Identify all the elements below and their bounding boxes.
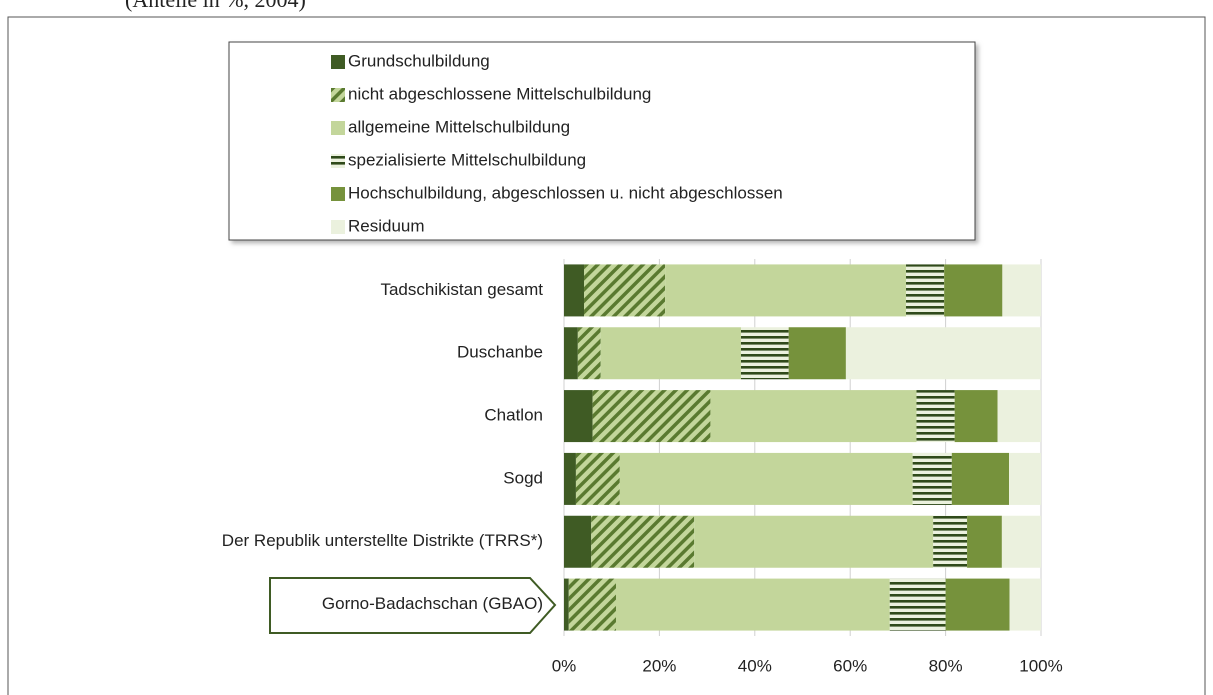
bar-segment: [1001, 515, 1041, 568]
legend-label: nicht abgeschlossene Mittelschulbildung: [348, 84, 651, 103]
x-tick-label: 80%: [929, 656, 963, 675]
bar-segment: [1009, 452, 1041, 505]
bar-segment: [694, 515, 934, 568]
legend-swatch: [331, 121, 345, 135]
legend-swatch: [331, 220, 345, 234]
frame: [7, 16, 1206, 695]
x-tick-label: 100%: [1019, 656, 1062, 675]
category-label: Duschanbe: [457, 343, 543, 362]
bar-segment: [954, 390, 998, 443]
bar-segment: [584, 264, 666, 317]
legend-label: Residuum: [348, 216, 425, 235]
bar-segment: [710, 390, 917, 443]
bar-segment: [845, 327, 1041, 380]
bar-segment: [906, 264, 945, 317]
legend-label: Grundschulbildung: [348, 51, 490, 70]
category-label: Gorno-Badachschan (GBAO): [322, 594, 543, 613]
bar-segment: [600, 327, 741, 380]
category-label: Der Republik unterstellte Distrikte (TRR…: [222, 531, 543, 550]
bar-segment: [592, 390, 711, 443]
legend-label: Hochschulbildung, abgeschlossen u. nicht…: [348, 183, 783, 202]
bar-segment: [575, 452, 620, 505]
legend-swatch: [331, 88, 345, 102]
bar-segment: [568, 578, 616, 631]
bar-segment: [564, 390, 593, 443]
bar-segment: [564, 515, 592, 568]
bar-segment: [665, 264, 907, 317]
bar-segment: [788, 327, 846, 380]
subtitle: (Anteile in %, 2004): [125, 0, 306, 12]
legend-swatch: [331, 187, 345, 201]
bar-segment: [997, 390, 1041, 443]
category-label: Sogd: [503, 468, 543, 487]
bar-segment: [912, 452, 952, 505]
bar-segment: [945, 578, 1010, 631]
legend-swatch: [331, 154, 345, 168]
bar-segment: [564, 327, 578, 380]
bar-segment: [1009, 578, 1041, 631]
x-tick-label: 60%: [833, 656, 867, 675]
bar-segment: [564, 452, 576, 505]
category-label: Tadschikistan gesamt: [380, 280, 543, 299]
bar-segment: [577, 327, 601, 380]
bar-segment: [564, 578, 569, 631]
bar-segment: [591, 515, 695, 568]
bar-segment: [615, 578, 890, 631]
x-tick-label: 0%: [552, 656, 577, 675]
bar-segment: [564, 264, 585, 317]
bar-segment: [1002, 264, 1041, 317]
category-label: Chatlon: [484, 406, 543, 425]
bar-segment: [944, 264, 1003, 317]
bar-segment: [619, 452, 913, 505]
x-tick-label: 20%: [642, 656, 676, 675]
bar-segment: [740, 327, 789, 380]
bar-segment: [951, 452, 1010, 505]
bar-segment: [889, 578, 946, 631]
bar-segment: [933, 515, 968, 568]
legend-label: spezialisierte Mittelschulbildung: [348, 150, 586, 169]
bar-segment: [967, 515, 1002, 568]
legend-label: allgemeine Mittelschulbildung: [348, 117, 570, 136]
highlight-arrow: [269, 577, 557, 634]
legend-box: [228, 41, 976, 241]
x-tick-label: 40%: [738, 656, 772, 675]
legend-swatch: [331, 55, 345, 69]
bar-segment: [916, 390, 955, 443]
